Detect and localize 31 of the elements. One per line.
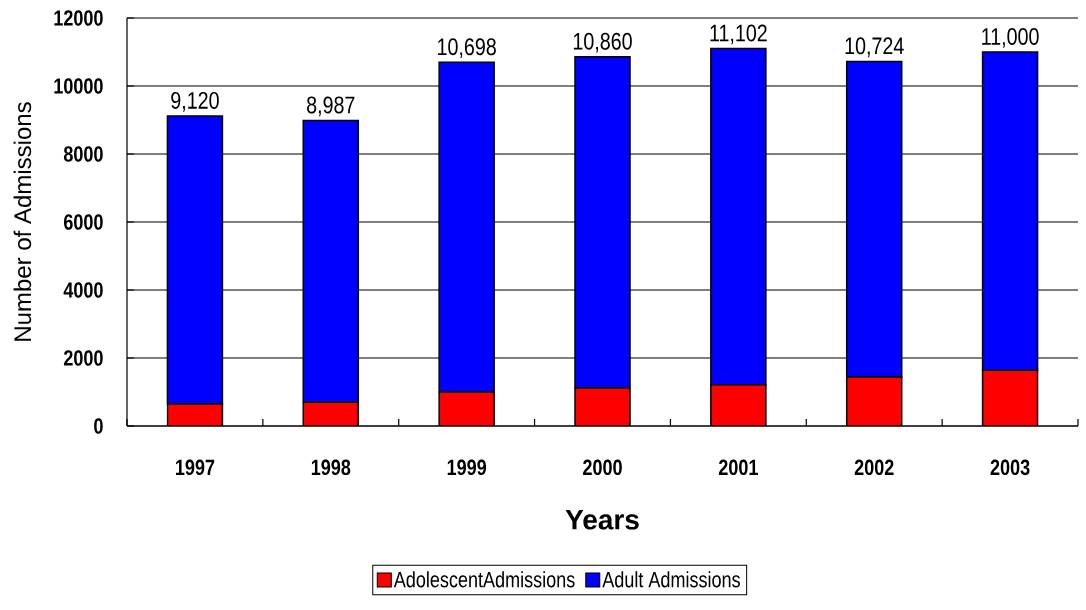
total-label: 10,698: [438, 38, 496, 59]
total-label: 11,102: [710, 24, 767, 45]
x-tick-label: 2002: [854, 459, 894, 476]
total-label: 8,987: [307, 96, 355, 117]
bar: [302, 401, 360, 426]
total-label: 11,000: [982, 27, 1039, 48]
x-tick-label: 1998: [311, 459, 351, 476]
x-tick-label: 2003: [990, 459, 1030, 476]
bar: [574, 387, 631, 426]
bar: [845, 376, 903, 426]
y-tick-label: 8000: [63, 146, 103, 162]
bar: [438, 391, 495, 426]
legend-label: AdolescentAdmissions: [393, 571, 575, 588]
y-tick-label: 2000: [63, 350, 103, 366]
total-label: 9,120: [171, 91, 219, 112]
y-tick-label: 6000: [63, 214, 103, 230]
y-tick-label: 12000: [54, 10, 103, 26]
y-tick-label: 10000: [54, 78, 103, 94]
x-axis-title: Years: [565, 510, 639, 530]
x-tick-label: 1997: [175, 459, 215, 476]
y-tick-label: 0: [94, 418, 103, 434]
x-tick-label: 2000: [583, 459, 622, 476]
bar: [981, 369, 1039, 426]
y-axis-title: Number of Admissions: [13, 102, 32, 341]
y-tick-label: 4000: [63, 282, 103, 298]
bar: [710, 384, 767, 426]
x-tick-label: 2001: [718, 459, 758, 476]
total-label: 10,724: [845, 37, 904, 58]
x-tick-label: 1999: [447, 459, 487, 476]
legend-label: Adult Admissions: [602, 571, 740, 588]
total-label: 10,860: [573, 32, 632, 53]
